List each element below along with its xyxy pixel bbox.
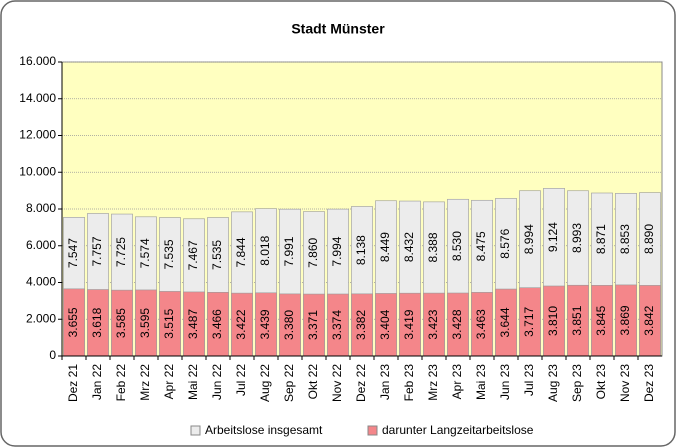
x-tick-label: Dez 22 [354, 364, 368, 402]
value-label: 8.475 [474, 231, 488, 261]
value-label: 3.439 [258, 309, 272, 339]
x-tick-label: Aug 23 [546, 364, 560, 402]
value-label: 7.860 [306, 237, 320, 267]
x-tick-label: Aug 22 [258, 364, 272, 402]
x-tick-label: Apr 23 [450, 364, 464, 400]
value-label: 7.547 [66, 238, 80, 268]
value-label: 7.574 [138, 238, 152, 268]
value-label: 3.382 [354, 310, 368, 340]
value-label: 3.423 [426, 309, 440, 339]
value-label: 3.422 [234, 309, 248, 339]
value-label: 3.374 [330, 310, 344, 340]
value-label: 3.515 [162, 308, 176, 338]
x-tick-label: Mrz 22 [138, 364, 152, 401]
legend-label: darunter Langzeitarbeitslose [382, 423, 534, 437]
value-label: 3.595 [138, 308, 152, 338]
value-label: 3.717 [522, 307, 536, 337]
value-label: 9.124 [546, 222, 560, 252]
legend-label: Arbeitslose insgesamt [205, 423, 323, 437]
x-tick-label: Feb 22 [114, 364, 128, 402]
value-label: 7.535 [210, 240, 224, 270]
x-tick-label: Sep 22 [282, 364, 296, 402]
x-tick-label: Jan 23 [378, 364, 392, 400]
x-tick-label: Okt 23 [594, 364, 608, 400]
x-tick-label: Jun 22 [210, 364, 224, 400]
value-label: 7.725 [114, 237, 128, 267]
value-label: 8.890 [642, 224, 656, 254]
legend-swatch [190, 425, 201, 436]
x-tick-label: Mrz 23 [426, 364, 440, 401]
y-tick-label: 14.000 [19, 91, 56, 105]
value-label: 8.530 [450, 231, 464, 261]
chart-title: Stadt Münster [291, 21, 385, 37]
value-label: 3.810 [546, 306, 560, 336]
value-label: 7.844 [234, 237, 248, 267]
value-label: 8.576 [498, 228, 512, 258]
value-label: 3.851 [570, 305, 584, 335]
value-label: 8.853 [618, 224, 632, 254]
value-label: 3.371 [306, 310, 320, 340]
y-tick-label: 8.000 [26, 201, 56, 215]
value-label: 3.428 [450, 309, 464, 339]
y-tick-label: 16.000 [19, 54, 56, 68]
x-tick-label: Apr 22 [162, 364, 176, 400]
y-tick-label: 4.000 [26, 275, 56, 289]
value-label: 8.993 [570, 223, 584, 253]
value-label: 7.991 [282, 236, 296, 266]
x-tick-label: Jul 22 [234, 364, 248, 396]
value-label: 3.466 [210, 309, 224, 339]
x-tick-label: Dez 21 [66, 364, 80, 402]
value-label: 8.388 [426, 232, 440, 262]
x-tick-label: Feb 23 [402, 364, 416, 402]
x-tick-label: Mai 23 [474, 364, 488, 400]
value-label: 8.871 [594, 224, 608, 254]
value-label: 7.994 [330, 236, 344, 266]
value-label: 8.018 [258, 235, 272, 265]
x-tick-label: Nov 22 [330, 364, 344, 402]
x-tick-label: Dez 23 [642, 364, 656, 402]
x-tick-label: Jul 23 [522, 364, 536, 396]
value-label: 8.994 [522, 224, 536, 254]
value-label: 3.845 [594, 305, 608, 335]
x-tick-label: Sep 23 [570, 364, 584, 402]
value-label: 3.655 [66, 307, 80, 337]
value-label: 3.618 [90, 307, 104, 337]
value-label: 8.138 [354, 235, 368, 265]
value-label: 3.869 [618, 305, 632, 335]
value-label: 3.487 [186, 309, 200, 339]
y-tick-label: 10.000 [19, 164, 56, 178]
x-tick-label: Okt 22 [306, 364, 320, 400]
y-tick-label: 0 [49, 348, 56, 362]
x-tick-label: Jun 23 [498, 364, 512, 400]
value-label: 7.757 [90, 236, 104, 266]
value-label: 3.419 [402, 309, 416, 339]
value-label: 7.535 [162, 239, 176, 269]
value-label: 3.644 [498, 307, 512, 337]
value-label: 8.432 [402, 232, 416, 262]
x-tick-label: Jan 22 [90, 364, 104, 400]
y-tick-label: 6.000 [26, 238, 56, 252]
value-label: 3.380 [282, 310, 296, 340]
y-tick-label: 12.000 [19, 128, 56, 142]
value-label: 3.463 [474, 309, 488, 339]
value-label: 3.404 [378, 309, 392, 339]
x-tick-label: Mai 22 [186, 364, 200, 400]
legend-swatch [367, 425, 378, 436]
x-tick-label: Nov 23 [618, 364, 632, 402]
value-label: 7.467 [186, 240, 200, 270]
value-label: 3.585 [114, 308, 128, 338]
value-label: 8.449 [378, 232, 392, 262]
y-tick-label: 2.000 [26, 311, 56, 325]
value-label: 3.842 [642, 305, 656, 335]
